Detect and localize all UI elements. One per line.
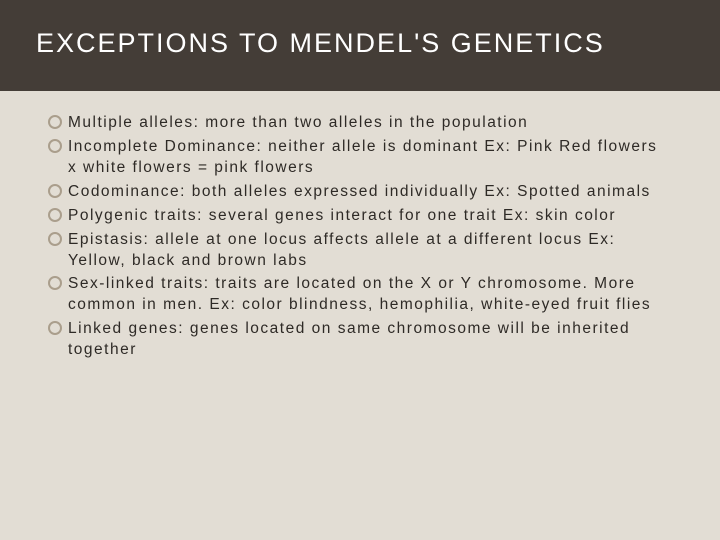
slide: EXCEPTIONS TO MENDEL'S GENETICS Multiple… <box>0 0 720 540</box>
slide-title: EXCEPTIONS TO MENDEL'S GENETICS <box>36 28 684 59</box>
bullet-text: Sex-linked traits: traits are located on… <box>68 274 672 316</box>
list-item: Multiple alleles: more than two alleles … <box>48 113 672 134</box>
bullet-text: Incomplete Dominance: neither allele is … <box>68 137 672 179</box>
list-item: Sex-linked traits: traits are located on… <box>48 274 672 316</box>
list-item: Epistasis: allele at one locus affects a… <box>48 230 672 272</box>
bullet-icon <box>48 184 62 198</box>
list-item: Incomplete Dominance: neither allele is … <box>48 137 672 179</box>
bullet-text: Multiple alleles: more than two alleles … <box>68 113 672 134</box>
list-item: Linked genes: genes located on same chro… <box>48 319 672 361</box>
bullet-icon <box>48 321 62 335</box>
content-area: Multiple alleles: more than two alleles … <box>0 91 720 361</box>
bullet-text: Codominance: both alleles expressed indi… <box>68 182 672 203</box>
bullet-text: Polygenic traits: several genes interact… <box>68 206 672 227</box>
bullet-icon <box>48 208 62 222</box>
list-item: Codominance: both alleles expressed indi… <box>48 182 672 203</box>
bullet-text: Linked genes: genes located on same chro… <box>68 319 672 361</box>
bullet-icon <box>48 232 62 246</box>
bullet-icon <box>48 276 62 290</box>
bullet-text: Epistasis: allele at one locus affects a… <box>68 230 672 272</box>
bullet-icon <box>48 115 62 129</box>
title-bar: EXCEPTIONS TO MENDEL'S GENETICS <box>0 0 720 91</box>
bullet-icon <box>48 139 62 153</box>
list-item: Polygenic traits: several genes interact… <box>48 206 672 227</box>
